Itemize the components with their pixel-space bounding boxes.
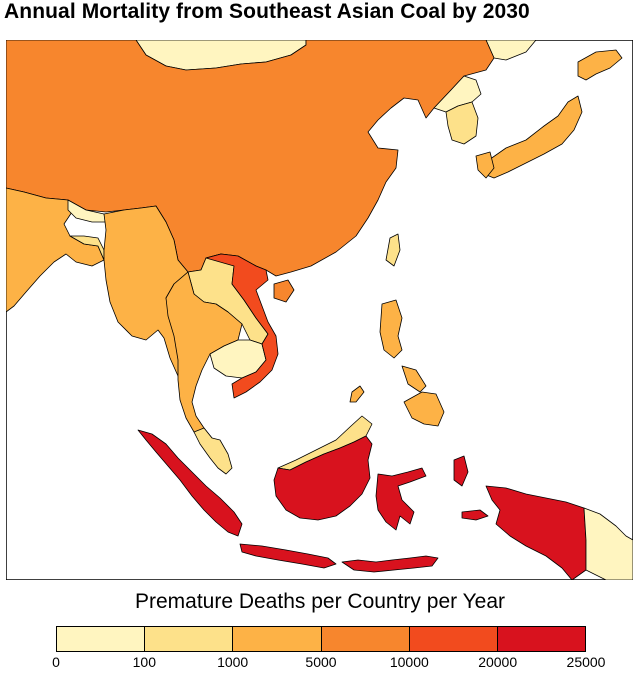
region-papua-new-guinea	[583, 507, 633, 580]
region-vietnam	[205, 253, 279, 399]
map-title: Annual Mortality from Southeast Asian Co…	[4, 0, 530, 23]
region-taiwan	[385, 233, 401, 267]
legend-swatch-4	[409, 627, 498, 651]
legend-tick-label: 0	[52, 654, 60, 670]
region-hainan	[273, 279, 295, 303]
legend-tick-label: 1000	[217, 654, 249, 670]
legend-tick-label: 20000	[478, 654, 518, 670]
region-south-korea	[445, 101, 479, 145]
region-indonesia-java	[239, 543, 337, 569]
region-indonesia-seram	[461, 509, 489, 521]
region-japan-hokkaido	[577, 49, 623, 81]
region-indonesia-moluccas	[453, 455, 469, 487]
legend-tick-label: 5000	[305, 654, 337, 670]
legend-swatch-1	[145, 627, 234, 651]
legend-swatch-3	[321, 627, 410, 651]
legend-title: Premature Deaths per Country per Year	[134, 590, 506, 613]
legend-ticks: 0 100 1000 5000 10000 20000 25000	[0, 654, 640, 674]
region-philippines-palawan	[349, 385, 365, 403]
region-japan-kyushu	[475, 151, 495, 179]
legend-tick-label: 100	[132, 654, 157, 670]
legend-colorbar	[56, 626, 586, 652]
region-malaysia-peninsula	[193, 427, 233, 475]
region-philippines-visayas	[401, 365, 427, 393]
region-philippines-luzon	[379, 299, 403, 359]
choropleth-map	[6, 40, 633, 580]
region-philippines-mindanao	[403, 391, 445, 427]
legend-swatch-0	[57, 627, 146, 651]
region-indonesia-sumatra	[137, 429, 243, 537]
region-indonesia-sunda	[341, 555, 439, 573]
region-indonesia-sulawesi	[375, 467, 427, 531]
legend-swatch-2	[233, 627, 322, 651]
region-japan	[483, 95, 583, 179]
legend-swatch-5	[497, 627, 586, 651]
region-indonesia-kalimantan	[273, 435, 373, 521]
region-indonesia-papua	[485, 485, 587, 580]
region-nepal	[67, 199, 107, 223]
legend-tick-label: 10000	[389, 654, 429, 670]
legend-tick-label: 25000	[566, 654, 606, 670]
region-thailand	[165, 271, 243, 443]
